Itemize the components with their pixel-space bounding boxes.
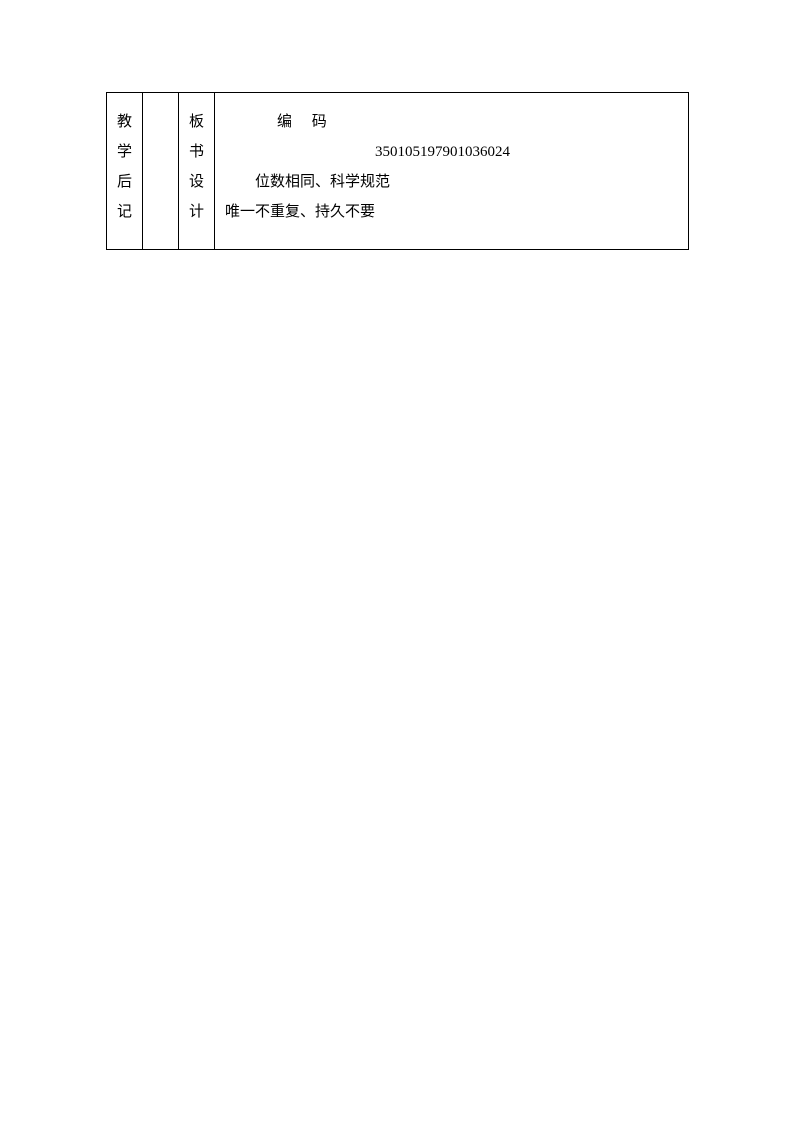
content-rule-2: 唯一不重复、持久不要 xyxy=(225,197,678,227)
col1-char-0: 教 xyxy=(117,107,132,137)
col3-char-3: 计 xyxy=(189,197,204,227)
content-rule-1: 位数相同、科学规范 xyxy=(225,167,678,197)
col3-char-2: 设 xyxy=(189,167,204,197)
content-id-number: 350105197901036024 xyxy=(225,137,678,167)
col1-char-3: 记 xyxy=(117,197,132,227)
col1-char-2: 后 xyxy=(117,167,132,197)
col1-char-1: 学 xyxy=(117,137,132,167)
col-empty xyxy=(143,93,179,249)
col3-char-1: 书 xyxy=(189,137,204,167)
col-board-design: 板 书 设 计 xyxy=(179,93,215,249)
col3-char-0: 板 xyxy=(189,107,204,137)
col-teaching-notes: 教 学 后 记 xyxy=(107,93,143,249)
lesson-plan-table: 教 学 后 记 板 书 设 计 编 码 350105197901036024 位… xyxy=(106,92,689,250)
col-content: 编 码 350105197901036024 位数相同、科学规范 唯一不重复、持… xyxy=(215,93,688,249)
content-title: 编 码 xyxy=(225,107,678,137)
